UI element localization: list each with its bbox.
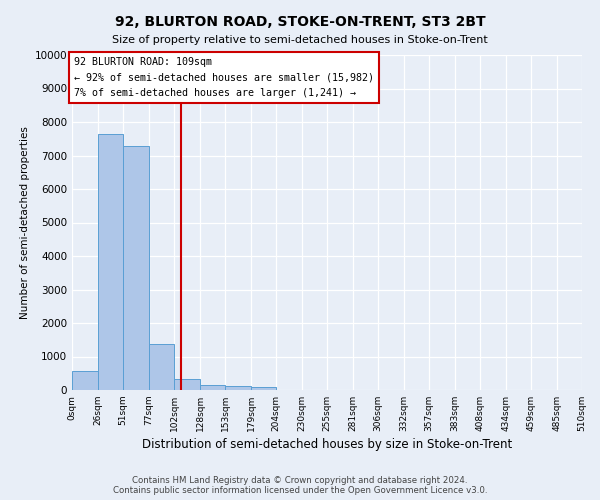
Bar xyxy=(225,386,251,390)
X-axis label: Distribution of semi-detached houses by size in Stoke-on-Trent: Distribution of semi-detached houses by … xyxy=(142,438,512,451)
Bar xyxy=(72,371,98,390)
Bar xyxy=(149,344,174,390)
Y-axis label: Number of semi-detached properties: Number of semi-detached properties xyxy=(20,126,31,319)
Text: Contains HM Land Registry data © Crown copyright and database right 2024.
Contai: Contains HM Land Registry data © Crown c… xyxy=(113,476,487,495)
Bar xyxy=(98,134,123,390)
Bar xyxy=(123,146,149,390)
Text: Size of property relative to semi-detached houses in Stoke-on-Trent: Size of property relative to semi-detach… xyxy=(112,35,488,45)
Bar xyxy=(200,384,225,390)
Bar xyxy=(174,379,200,390)
Bar xyxy=(251,387,276,390)
Text: 92 BLURTON ROAD: 109sqm
← 92% of semi-detached houses are smaller (15,982)
7% of: 92 BLURTON ROAD: 109sqm ← 92% of semi-de… xyxy=(74,56,374,98)
Text: 92, BLURTON ROAD, STOKE-ON-TRENT, ST3 2BT: 92, BLURTON ROAD, STOKE-ON-TRENT, ST3 2B… xyxy=(115,15,485,29)
